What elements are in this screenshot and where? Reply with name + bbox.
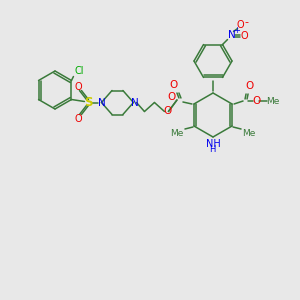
- Text: N: N: [228, 29, 236, 40]
- Text: N: N: [130, 98, 138, 107]
- Text: O: O: [237, 20, 244, 29]
- Text: O: O: [75, 113, 82, 124]
- Text: O: O: [163, 106, 172, 116]
- Text: O: O: [241, 31, 248, 40]
- Text: Me: Me: [266, 97, 280, 106]
- Text: O: O: [252, 96, 260, 106]
- Text: H: H: [209, 146, 215, 154]
- Text: O: O: [75, 82, 82, 92]
- Text: O: O: [168, 92, 176, 102]
- Text: Cl: Cl: [75, 67, 84, 76]
- Text: NH: NH: [206, 139, 220, 149]
- Text: S: S: [84, 96, 93, 109]
- Text: -: -: [244, 17, 248, 28]
- Text: +: +: [233, 26, 240, 35]
- Text: O: O: [245, 81, 253, 91]
- Text: O: O: [170, 80, 178, 90]
- Text: Me: Me: [170, 130, 184, 139]
- Text: N: N: [98, 98, 105, 107]
- Text: Me: Me: [242, 130, 256, 139]
